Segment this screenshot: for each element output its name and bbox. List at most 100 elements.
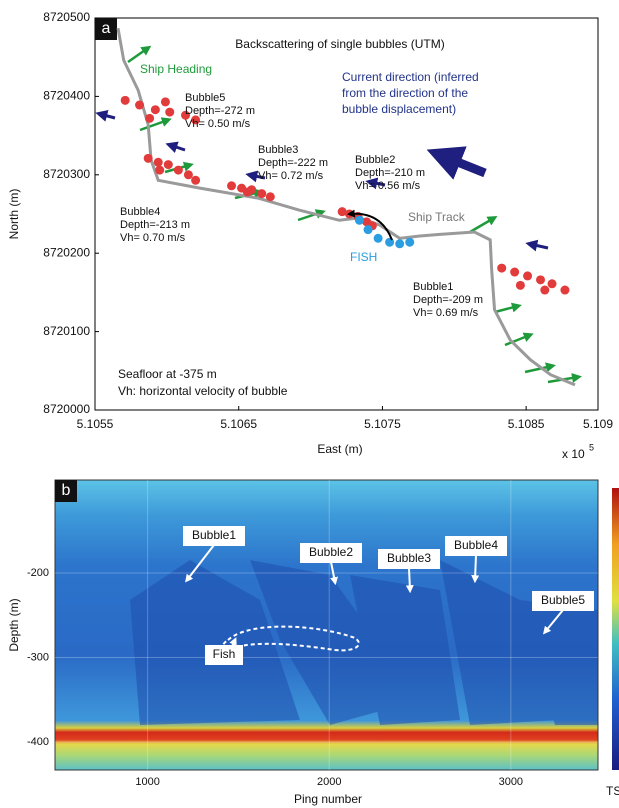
label-box <box>378 549 440 569</box>
current-label: Current direction (inferred <box>342 70 479 84</box>
label-box <box>532 591 594 611</box>
point <box>150 105 160 115</box>
plot-a: 8720000 8720100 8720200 8720300 8720400 87205… <box>43 10 613 431</box>
panel-label: b <box>62 482 71 499</box>
panel-label: a <box>102 20 111 37</box>
bubble-velocity: Vh= 0.70 m/s <box>120 232 186 244</box>
point <box>165 107 175 117</box>
y-tick-label: -200 <box>27 567 49 579</box>
label-box <box>183 526 245 546</box>
x-tick-label: 5.109 <box>583 417 613 431</box>
label-arrow <box>542 609 564 635</box>
fish-outline <box>222 625 360 652</box>
bubble-depth: Depth=-209 m <box>413 294 483 306</box>
annotation: Bubble2 <box>309 545 353 559</box>
x-tick-label: 2000 <box>317 776 341 788</box>
bubble-depth: Depth=-210 m <box>355 167 425 179</box>
point <box>163 160 173 170</box>
annotation: Bubble4 <box>454 538 498 552</box>
bubble-plumes <box>130 560 598 725</box>
point <box>181 110 191 120</box>
point <box>523 271 533 281</box>
annotation: Bubble5 <box>541 593 585 607</box>
point <box>242 187 252 197</box>
point <box>337 207 347 217</box>
point <box>405 237 415 247</box>
bubble-name: Bubble1 <box>413 281 453 293</box>
bubble-velocity: Vh= 0.69 m/s <box>413 307 479 319</box>
point <box>497 263 507 273</box>
point <box>547 279 557 289</box>
x-tick-label: 5.1075 <box>364 417 401 431</box>
y-tick-label: 8720400 <box>43 89 90 103</box>
point <box>191 115 201 125</box>
current-label: bubble displacement) <box>342 102 456 116</box>
y-axis-label: Depth (m) <box>7 598 21 651</box>
current-arrow <box>165 141 186 153</box>
point <box>363 225 373 235</box>
annotation: Fish <box>213 647 236 661</box>
current-label: from the direction of the <box>342 86 468 100</box>
point <box>135 100 145 110</box>
y-tick-label: -300 <box>27 651 49 663</box>
label-box <box>300 543 362 563</box>
x-tick-label: 5.1085 <box>508 417 545 431</box>
y-tick-label: 8720000 <box>43 402 90 416</box>
bubble-name: Bubble4 <box>120 206 160 218</box>
heading-arrow <box>524 362 556 374</box>
ship-track <box>116 27 576 387</box>
x-multiplier: x 10 <box>562 447 585 461</box>
label-arrow <box>405 567 414 594</box>
point <box>155 165 165 175</box>
heading-arrow <box>504 332 534 347</box>
bubble-velocity: Vh= 0.50 m/s <box>185 118 251 130</box>
point <box>373 233 383 243</box>
point <box>257 189 267 199</box>
point <box>515 280 525 290</box>
current-arrow <box>95 110 116 122</box>
bubble-velocity: Vh= 0.56 m/s <box>355 180 421 192</box>
y-tick-label: 8720300 <box>43 167 90 181</box>
plot-frame <box>54 479 599 771</box>
point <box>173 165 183 175</box>
heading-arrow <box>139 117 172 132</box>
label-box <box>445 536 507 556</box>
colorbar <box>612 488 619 770</box>
current-arrow <box>365 177 386 190</box>
point <box>160 97 170 107</box>
point <box>510 267 520 277</box>
x-axis-label: Ping number <box>294 792 362 806</box>
x-axis-label: East (m) <box>317 442 362 456</box>
bubble-name: Bubble2 <box>355 154 395 166</box>
colorbar-label: TS <box>606 784 619 798</box>
bubble-velocity: Vh= 0.72 m/s <box>258 170 324 182</box>
label-box <box>205 645 243 665</box>
panel-label-box <box>95 18 117 40</box>
point <box>536 275 546 285</box>
point <box>265 192 275 202</box>
bubble-name: Bubble5 <box>185 92 225 104</box>
bubble-name: Bubble3 <box>258 144 298 156</box>
x-tick-label: 3000 <box>499 776 523 788</box>
bubble-depth: Depth=-222 m <box>258 157 328 169</box>
current-arrow <box>426 146 487 180</box>
point <box>183 170 193 180</box>
point <box>227 181 237 191</box>
heading-arrow <box>469 215 498 234</box>
plot-b: -200 -300 -400 1000 2000 3000 Bubble1 Bubble2 Bu… <box>27 480 598 788</box>
heading-label: Ship Heading <box>140 62 212 76</box>
label-arrow <box>471 554 480 584</box>
point <box>143 153 153 163</box>
point <box>395 239 405 249</box>
current-arrow <box>525 239 549 252</box>
point <box>153 157 163 167</box>
point <box>354 215 364 225</box>
annotation: Bubble3 <box>387 551 431 565</box>
point <box>145 113 155 123</box>
label-arrow <box>330 561 338 586</box>
point <box>120 95 130 105</box>
point <box>191 175 201 185</box>
series-label: FISH <box>350 250 377 264</box>
x-multiplier-exponent: 5 <box>589 442 594 452</box>
